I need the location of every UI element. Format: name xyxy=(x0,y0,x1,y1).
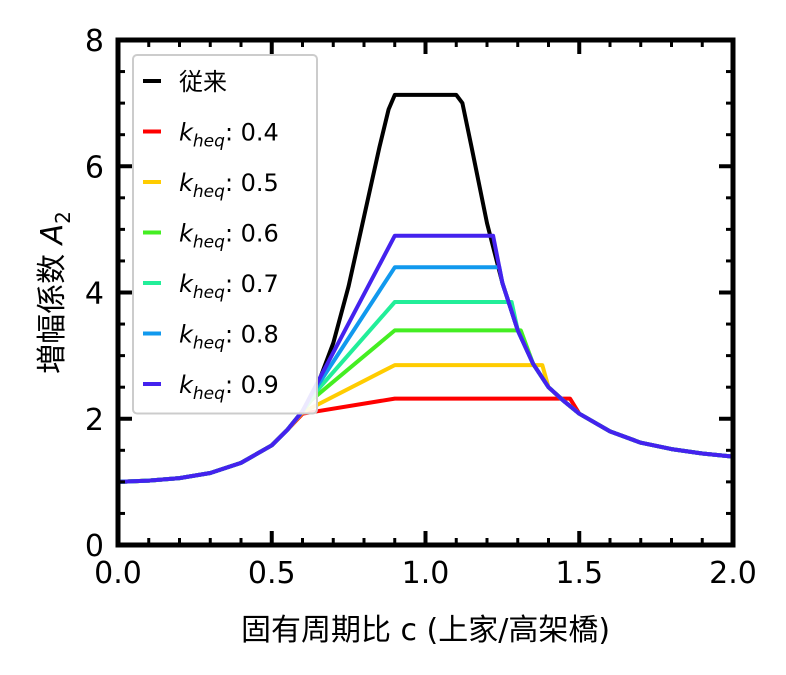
y-axis-title: 増幅係数 A2 xyxy=(35,211,75,374)
legend-label-5: kheq: 0.8 xyxy=(179,321,279,354)
legend-var: k xyxy=(179,119,194,147)
legend-var: k xyxy=(179,169,194,197)
x-tick-label: 0.0 xyxy=(94,556,142,591)
legend-var: k xyxy=(179,270,194,298)
y-tick-label: 0 xyxy=(85,529,104,564)
y-tick-label: 4 xyxy=(85,277,104,312)
legend-value: : 0.8 xyxy=(225,321,279,349)
legend-value: : 0.4 xyxy=(225,119,279,147)
legend-label-6: kheq: 0.9 xyxy=(179,371,279,404)
legend-value: : 0.7 xyxy=(225,270,279,298)
y-tick-label: 8 xyxy=(85,24,104,59)
legend-subscript: heq xyxy=(193,132,225,152)
legend-subscript: heq xyxy=(193,283,225,303)
legend-label-2: kheq: 0.5 xyxy=(179,169,279,202)
series-layer xyxy=(117,92,734,484)
legend-var: k xyxy=(179,371,194,399)
x-tick-label: 1.0 xyxy=(402,556,450,591)
y-axis-title-subscript: 2 xyxy=(51,211,75,224)
x-tick-label: 1.5 xyxy=(555,556,603,591)
x-tick-label: 0.5 xyxy=(248,556,296,591)
legend-label-1: kheq: 0.4 xyxy=(179,119,279,152)
legend-label-4: kheq: 0.7 xyxy=(179,270,279,303)
legend-value: : 0.5 xyxy=(225,169,279,197)
y-tick-label: 6 xyxy=(85,150,104,185)
legend-subscript: heq xyxy=(193,233,225,253)
x-axis-title: 固有周期比 c (上家/高架橋) xyxy=(241,613,610,648)
series-line-6 xyxy=(117,233,734,484)
ticks-layer: 0.0 0.5 1.0 1.5 2.0 0 2 4 6 8 xyxy=(85,24,757,591)
y-tick-label: 2 xyxy=(85,403,104,438)
legend-label-3: kheq: 0.6 xyxy=(179,220,279,253)
x-tick-label: 2.0 xyxy=(709,556,757,591)
legend-label-0: 従来 xyxy=(179,68,227,96)
legend-var: k xyxy=(179,321,194,349)
legend-value: : 0.9 xyxy=(225,371,279,399)
legend-subscript: heq xyxy=(193,334,225,354)
legend-box xyxy=(132,54,318,415)
legend-value: : 0.6 xyxy=(225,220,279,248)
legend-subscript: heq xyxy=(193,384,225,404)
legend-subscript: heq xyxy=(193,182,225,202)
legend-var: k xyxy=(179,220,194,248)
y-axis-title-prefix: 増幅係数 xyxy=(35,244,70,374)
y-axis-title-variable: A xyxy=(35,224,70,247)
